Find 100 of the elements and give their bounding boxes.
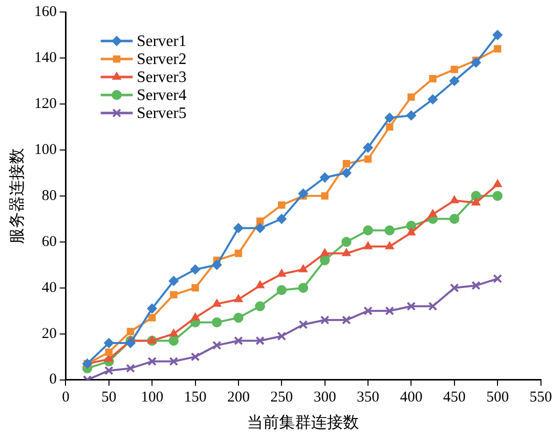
x-tick-label: 400 [400, 390, 422, 406]
point [320, 255, 330, 266]
point [450, 196, 459, 204]
point [492, 30, 503, 40]
x-tick-label: 200 [227, 390, 250, 406]
point [342, 160, 350, 168]
point [450, 283, 459, 292]
point [449, 76, 460, 86]
x-axis-title: 当前集群连接数 [247, 414, 360, 432]
y-tick-label: 60 [42, 234, 57, 250]
point [494, 45, 502, 52]
point [105, 348, 113, 356]
point [341, 168, 352, 178]
x-tick-label: 150 [184, 390, 207, 406]
point [298, 282, 308, 293]
point [169, 356, 178, 366]
point [233, 312, 244, 323]
point [428, 94, 438, 104]
x-tick-label: 0 [62, 390, 70, 406]
y-tick-label: 0 [49, 372, 57, 388]
point [364, 241, 372, 250]
point [428, 302, 438, 311]
point [190, 312, 200, 320]
point [493, 274, 502, 284]
point [428, 209, 438, 218]
point [276, 285, 287, 296]
point [256, 336, 265, 346]
point [342, 248, 351, 256]
point [256, 280, 264, 288]
point [321, 192, 328, 200]
point [125, 338, 136, 348]
point [320, 248, 330, 256]
point [320, 315, 330, 325]
y-tick-label: 20 [42, 326, 57, 342]
point [212, 317, 222, 328]
point [168, 276, 179, 286]
point [276, 214, 287, 224]
point [255, 223, 266, 234]
x-tick-label: 50 [101, 390, 116, 406]
point [148, 356, 157, 366]
point [449, 214, 460, 224]
point [104, 338, 114, 348]
legend-label: Server5 [136, 105, 186, 122]
y-tick-label: 100 [34, 142, 57, 158]
x-tick-label: 450 [443, 390, 466, 406]
x-tick-label: 550 [530, 390, 552, 406]
x-tick-label: 100 [140, 390, 164, 406]
point [363, 225, 374, 236]
point [472, 198, 480, 206]
point [170, 291, 178, 298]
point [384, 225, 395, 236]
point [450, 66, 458, 74]
point [190, 264, 200, 274]
point [385, 306, 394, 316]
point [212, 298, 222, 307]
point [234, 250, 242, 258]
point [148, 336, 156, 344]
point [363, 306, 373, 316]
point [406, 302, 416, 311]
point [363, 142, 374, 153]
y-tick-label: 160 [34, 4, 57, 20]
point [298, 188, 308, 199]
point [234, 336, 243, 346]
point [429, 74, 436, 82]
point [493, 179, 502, 188]
point [406, 110, 416, 120]
x-tick-label: 500 [486, 390, 509, 406]
point [385, 241, 394, 250]
y-axis-title: 服务器连接数 [8, 148, 26, 244]
point [406, 228, 416, 236]
point [255, 301, 266, 312]
legend-label: Server2 [136, 51, 186, 68]
point [212, 340, 222, 350]
point [233, 223, 244, 234]
point [192, 284, 199, 292]
x-tick-label: 350 [356, 390, 380, 406]
x-tick-label: 250 [270, 390, 293, 406]
y-tick-label: 120 [34, 96, 57, 112]
y-tick-label: 140 [34, 50, 57, 66]
y-tick-label: 40 [42, 280, 57, 296]
point [320, 172, 330, 183]
x-tick-label: 300 [314, 390, 336, 406]
legend-label: Server4 [136, 87, 186, 104]
point [341, 236, 352, 247]
point [148, 314, 156, 322]
point [190, 352, 200, 362]
point [386, 123, 394, 131]
point [234, 294, 243, 302]
point [168, 336, 179, 346]
point [492, 190, 503, 201]
point [278, 201, 286, 209]
point [342, 315, 351, 325]
point [298, 320, 308, 330]
point [277, 332, 286, 341]
y-tick-label: 80 [42, 188, 57, 204]
point [104, 366, 114, 376]
point [169, 328, 178, 337]
legend-label: Server3 [136, 69, 186, 86]
point [470, 58, 481, 68]
point [126, 364, 136, 373]
